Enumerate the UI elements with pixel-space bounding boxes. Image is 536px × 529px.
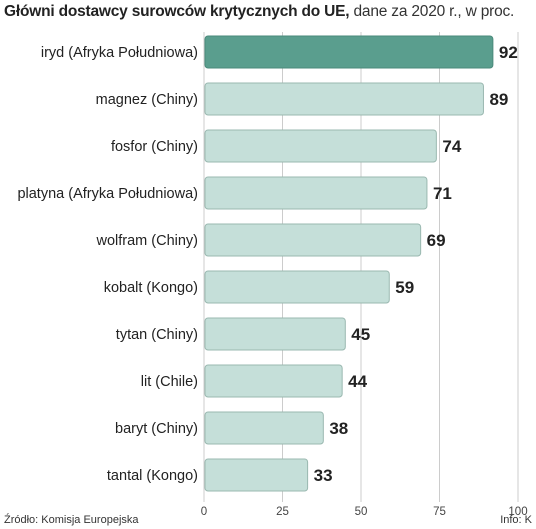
value-label-7: 44: [348, 372, 367, 391]
value-label-0: 92: [499, 43, 518, 62]
x-tick-label-25: 25: [276, 506, 289, 518]
bar-2: [204, 129, 437, 163]
bar-3: [204, 176, 428, 210]
value-label-1: 89: [489, 90, 508, 109]
bar-6: [204, 317, 346, 351]
category-label-8: baryt (Chiny): [115, 421, 198, 437]
x-tick-label-75: 75: [433, 506, 446, 518]
value-label-3: 71: [433, 184, 452, 203]
category-label-0: iryd (Afryka Południowa): [41, 45, 198, 61]
credit-note: Info: K: [500, 514, 532, 526]
x-tick-label-50: 50: [355, 506, 368, 518]
bar-8: [204, 411, 324, 445]
bar-7: [204, 364, 343, 398]
bar-9: [204, 458, 309, 492]
category-label-2: fosfor (Chiny): [111, 139, 198, 155]
value-label-5: 59: [395, 278, 414, 297]
value-label-9: 33: [314, 466, 333, 485]
category-label-6: tytan (Chiny): [116, 327, 198, 343]
category-label-3: platyna (Afryka Południowa): [17, 186, 198, 202]
source-note: Źródło: Komisja Europejska: [4, 514, 139, 526]
category-label-7: lit (Chile): [141, 374, 198, 390]
title-main: Główni dostawcy surowców krytycznych do …: [4, 3, 350, 20]
bar-1: [204, 82, 484, 116]
value-label-2: 74: [442, 137, 461, 156]
category-label-5: kobalt (Kongo): [104, 280, 198, 296]
value-label-8: 38: [329, 419, 348, 438]
category-label-9: tantal (Kongo): [107, 468, 198, 484]
bar-5: [204, 270, 390, 304]
x-tick-label-0: 0: [201, 506, 207, 518]
category-label-1: magnez (Chiny): [96, 92, 198, 108]
value-label-4: 69: [427, 231, 446, 250]
value-label-6: 45: [351, 325, 370, 344]
chart-title: Główni dostawcy surowców krytycznych do …: [4, 3, 514, 21]
title-subtitle: dane za 2020 r., w proc.: [353, 3, 515, 20]
bar-0: [204, 35, 494, 69]
bar-4: [204, 223, 422, 257]
category-label-4: wolfram (Chiny): [95, 233, 198, 249]
x-tick-label-100: 100: [508, 506, 527, 518]
